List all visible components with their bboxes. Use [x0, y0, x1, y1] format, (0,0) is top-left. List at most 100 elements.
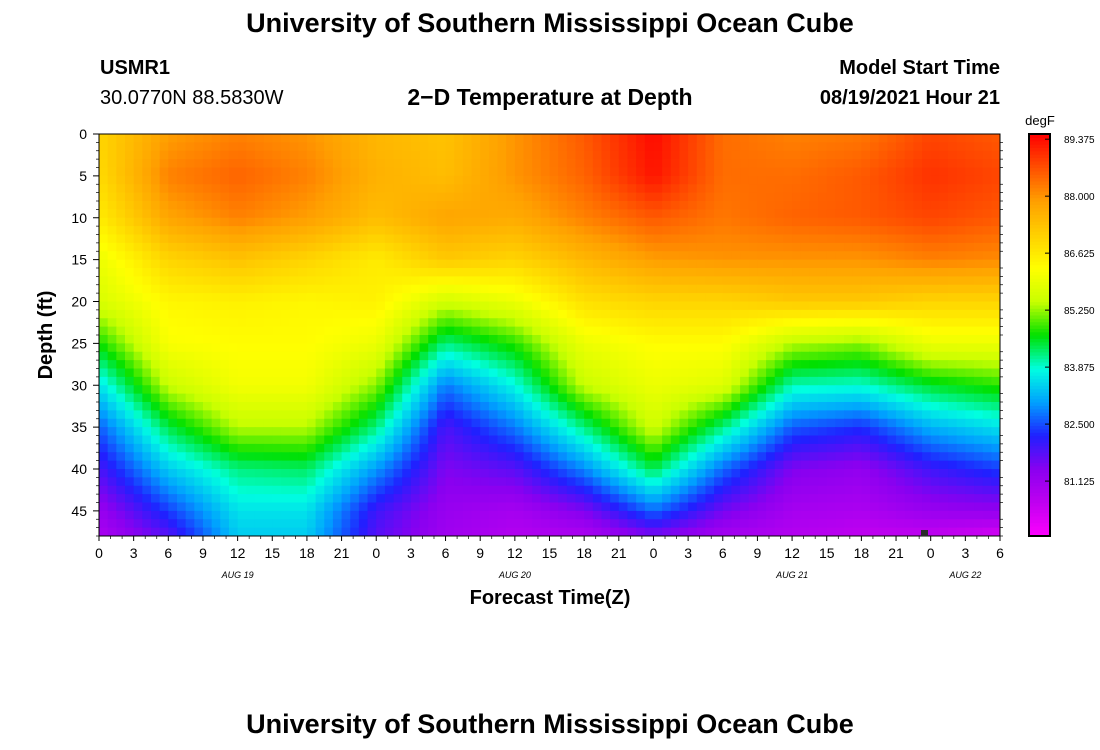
heatmap-cell — [462, 201, 473, 210]
heatmap-cell — [159, 268, 169, 277]
heatmap-cell — [982, 402, 992, 411]
heatmap-cell — [705, 175, 715, 185]
heatmap-cell — [766, 259, 776, 269]
heatmap-cell — [454, 226, 464, 236]
heatmap-cell — [575, 293, 585, 303]
heatmap-cell — [870, 293, 880, 303]
heatmap-cell — [168, 351, 178, 361]
heatmap-cell — [211, 469, 221, 478]
heatmap-cell — [185, 134, 195, 143]
heatmap-cell — [740, 276, 750, 286]
heatmap-cell — [116, 485, 126, 495]
heatmap-cell — [133, 251, 143, 261]
heatmap-cell — [419, 335, 429, 344]
heatmap-cell — [280, 201, 291, 210]
heatmap-cell — [974, 209, 984, 219]
heatmap-cell — [601, 510, 611, 520]
heatmap-cell — [679, 251, 689, 261]
heatmap-cell — [358, 435, 369, 445]
heatmap-cell — [835, 293, 845, 303]
heatmap-cell — [826, 376, 836, 386]
heatmap-cell — [220, 452, 230, 462]
heatmap-cell — [194, 234, 204, 244]
heatmap-cell — [280, 209, 291, 219]
heatmap-cell — [99, 502, 109, 512]
heatmap-cell — [237, 293, 247, 303]
heatmap-cell — [246, 301, 256, 311]
heatmap-cell — [480, 293, 490, 303]
heatmap-cell — [800, 167, 810, 177]
heatmap-cell — [211, 226, 221, 236]
heatmap-cell — [930, 293, 940, 303]
heatmap-cell — [159, 142, 169, 152]
heatmap-cell — [202, 393, 213, 403]
heatmap-cell — [852, 242, 862, 252]
heatmap-cell — [549, 192, 559, 202]
heatmap-cell — [376, 268, 386, 277]
heatmap-cell — [263, 167, 273, 177]
heatmap-cell — [306, 502, 317, 512]
heatmap-cell — [306, 376, 317, 386]
heatmap-cell — [731, 376, 741, 386]
heatmap-cell — [688, 251, 698, 261]
heatmap-cell — [549, 201, 559, 210]
heatmap-cell — [896, 318, 906, 328]
heatmap-cell — [506, 385, 516, 395]
heatmap-cell — [861, 226, 871, 236]
heatmap-cell — [350, 167, 360, 177]
heatmap-cell — [610, 435, 620, 445]
heatmap-cell — [150, 519, 161, 529]
heatmap-cell — [982, 376, 992, 386]
heatmap-cell — [705, 443, 715, 453]
heatmap-cell — [766, 142, 776, 152]
heatmap-cell — [783, 427, 793, 437]
heatmap-cell — [133, 460, 143, 470]
heatmap-cell — [627, 477, 637, 487]
heatmap-cell — [930, 502, 940, 512]
heatmap-cell — [792, 226, 802, 236]
heatmap-cell — [419, 184, 429, 194]
heatmap-cell — [315, 477, 325, 487]
heatmap-cell — [410, 175, 421, 185]
heatmap-cell — [974, 326, 984, 336]
heatmap-cell — [384, 485, 395, 495]
heatmap-cell — [402, 175, 412, 185]
heatmap-cell — [618, 460, 629, 470]
heatmap-cell — [402, 502, 412, 512]
heatmap-cell — [956, 351, 966, 361]
heatmap-cell — [896, 142, 906, 152]
heatmap-cell — [809, 368, 819, 378]
heatmap-cell — [852, 452, 862, 462]
heatmap-cell — [228, 226, 239, 236]
heatmap-cell — [705, 510, 715, 520]
heatmap-cell — [636, 510, 646, 520]
heatmap-cell — [826, 452, 836, 462]
heatmap-cell — [506, 175, 516, 185]
heatmap-cell — [176, 268, 187, 277]
heatmap-cell — [870, 335, 880, 344]
heatmap-cell — [584, 159, 594, 169]
heatmap-cell — [506, 460, 516, 470]
heatmap-cell — [618, 134, 629, 143]
heatmap-cell — [618, 159, 629, 169]
heatmap-cell — [454, 427, 464, 437]
heatmap-cell — [852, 494, 862, 504]
heatmap-cell — [740, 192, 750, 202]
heatmap-cell — [644, 360, 655, 370]
heatmap-cell — [428, 301, 438, 311]
heatmap-cell — [610, 301, 620, 311]
heatmap-cell — [306, 159, 317, 169]
heatmap-cell — [792, 452, 802, 462]
heatmap-cell — [376, 159, 386, 169]
heatmap-cell — [272, 150, 282, 160]
heatmap-cell — [740, 167, 750, 177]
heatmap-cell — [844, 427, 854, 437]
heatmap-cell — [124, 469, 135, 478]
heatmap-cell — [688, 142, 698, 152]
heatmap-cell — [731, 502, 741, 512]
heatmap-cell — [202, 259, 213, 269]
heatmap-cell — [289, 234, 299, 244]
heatmap-cell — [930, 234, 940, 244]
heatmap-cell — [445, 276, 455, 286]
heatmap-cell — [185, 351, 195, 361]
